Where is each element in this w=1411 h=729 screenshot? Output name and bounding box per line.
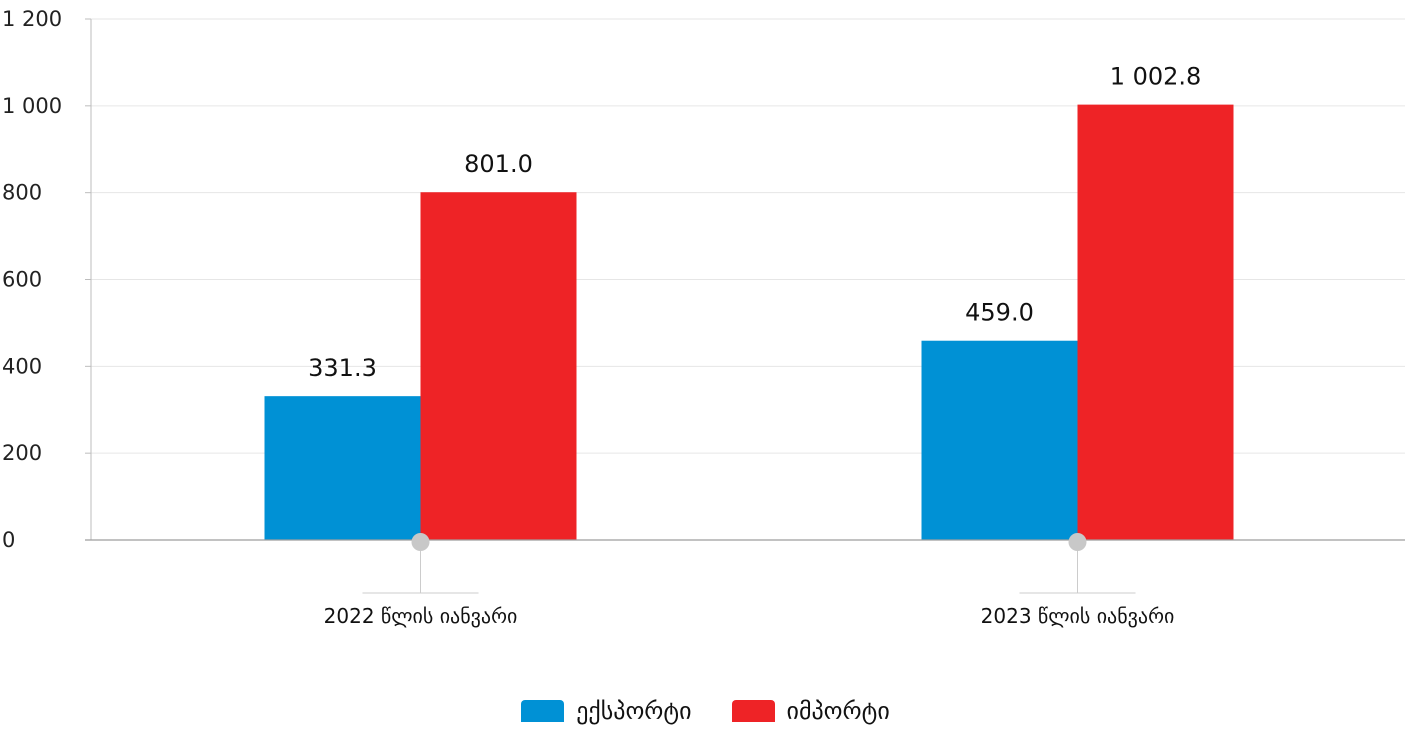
y-tick-label: 600 — [2, 268, 42, 292]
x-axis: 2022 წლის იანვარი 2023 წლის იანვარი — [324, 533, 1175, 628]
y-tick-label: 1 000 — [2, 94, 62, 118]
bar-export[interactable] — [264, 396, 421, 540]
data-label: 1 002.8 — [1110, 63, 1202, 91]
legend-label-import: იმპორტი — [786, 697, 890, 725]
legend-item-import[interactable]: იმპორტი — [731, 697, 890, 725]
y-tick-label: 200 — [2, 441, 42, 465]
x-marker-dot — [1068, 533, 1087, 551]
y-tick-label: 1 200 — [2, 7, 62, 31]
legend-item-export[interactable]: ექსპორტი — [521, 697, 692, 725]
legend-swatch-import — [731, 700, 775, 722]
data-label: 331.3 — [308, 354, 377, 382]
legend-label-export: ექსპორტი — [576, 697, 692, 725]
y-axis: 0 200 400 600 800 1 000 1 200 — [2, 7, 92, 552]
bars — [264, 104, 1234, 541]
y-tick-label: 800 — [2, 181, 42, 205]
y-tick-label: 400 — [2, 354, 42, 378]
data-label: 801.0 — [464, 150, 533, 178]
data-labels: 331.3 801.0 459.0 1 002.8 — [308, 63, 1201, 383]
y-tick-label: 0 — [2, 528, 15, 552]
legend: ექსპორტი იმპორტი — [0, 697, 1411, 725]
x-category-label: 2022 წლის იანვარი — [324, 604, 518, 628]
x-category-label: 2023 წლის იანვარი — [981, 604, 1175, 628]
x-marker-dot — [411, 533, 430, 551]
legend-swatch-export — [521, 700, 565, 722]
bar-chart: 0 200 400 600 800 1 000 1 200 2022 წლის იანვარ… — [2, 7, 1405, 628]
data-label: 459.0 — [965, 299, 1034, 327]
bar-export[interactable] — [921, 340, 1078, 540]
bar-import[interactable] — [1077, 104, 1234, 540]
bar-import[interactable] — [420, 192, 577, 541]
